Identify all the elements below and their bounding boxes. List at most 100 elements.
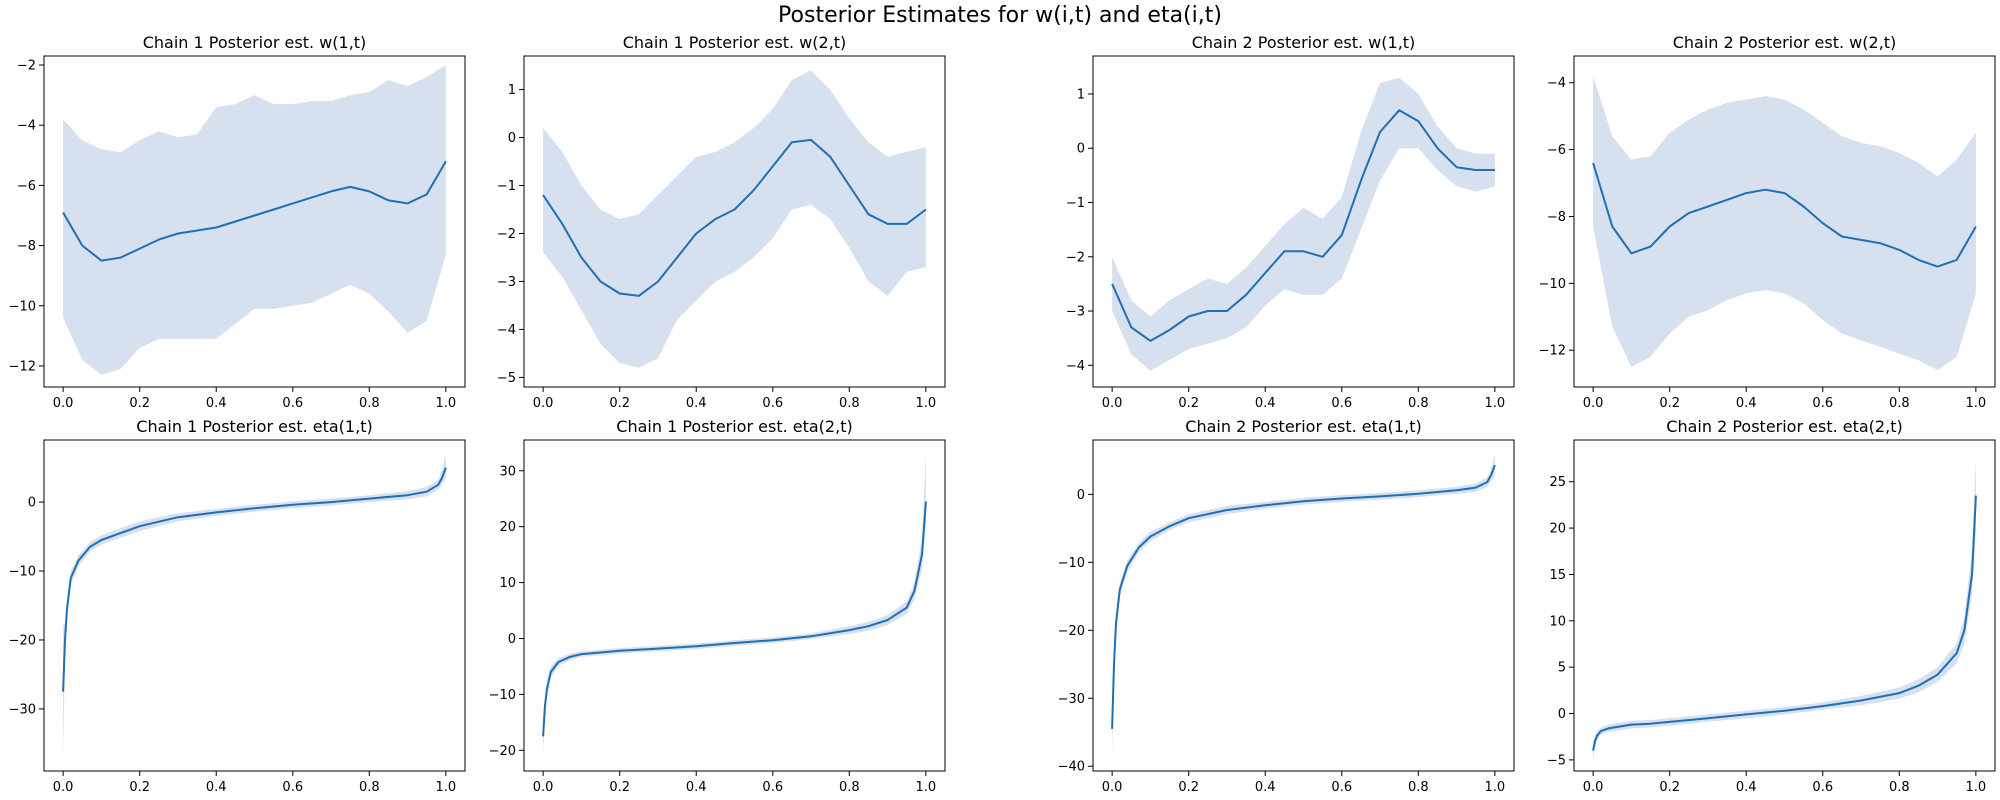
x-tick-label: 1.0	[916, 396, 937, 411]
x-tick-label: 0.4	[686, 396, 707, 411]
y-tick-label: −30	[1058, 692, 1085, 707]
x-tick-label: 0.6	[282, 396, 303, 411]
y-tick-label: −12	[9, 359, 36, 374]
subplot-title: Chain 2 Posterior est. eta(1,t)	[1185, 417, 1421, 436]
figure-title: Posterior Estimates for w(i,t) and eta(i…	[778, 3, 1222, 28]
credible-band	[1112, 77, 1495, 371]
x-tick-label: 0.8	[839, 780, 860, 795]
y-tick-label: −8	[1547, 210, 1566, 225]
x-tick-label: 0.0	[1583, 780, 1604, 795]
subplot-5: Chain 1 Posterior est. eta(1,t) 0.0 0.2 0.4…	[9, 417, 466, 795]
axes-frame	[523, 55, 946, 388]
y-tick-label: −2	[1066, 250, 1085, 265]
y-tick-label: 1	[1077, 87, 1085, 102]
posterior-mean-line	[1111, 464, 1496, 729]
subplot-4: Chain 2 Posterior est. w(2,t) 0.0 0.2 0.4 0.…	[1539, 33, 1996, 411]
axes-frame	[1573, 55, 1996, 388]
x-tick-label: 0.0	[53, 396, 74, 411]
y-tick-label: 20	[1549, 522, 1566, 537]
y-tick-label: 1	[508, 83, 516, 98]
subplot-7: Chain 2 Posterior est. eta(1,t) 0.0 0.2 0.4…	[1058, 417, 1515, 795]
axes-frame	[1092, 439, 1515, 772]
subplot-title: Chain 2 Posterior est. eta(2,t)	[1666, 417, 1902, 436]
y-tick-label: −1	[1066, 196, 1085, 211]
x-tick-label: 1.0	[1485, 780, 1506, 795]
x-tick-label: 0.2	[1178, 780, 1199, 795]
subplot-grid: Chain 1 Posterior est. w(1,t) 0.0 0.2 0.4 0.…	[9, 33, 1996, 795]
x-tick-label: 0.4	[1255, 780, 1276, 795]
y-tick-label: −5	[497, 371, 516, 386]
axes-frame	[523, 439, 946, 772]
y-tick-label: 10	[1549, 614, 1566, 629]
x-tick-label: 1.0	[436, 396, 457, 411]
x-tick-label: 0.0	[533, 780, 554, 795]
x-tick-label: 0.2	[609, 396, 630, 411]
x-tick-label: 0.4	[1736, 780, 1757, 795]
x-tick-label: 0.6	[762, 396, 783, 411]
y-tick-label: −10	[9, 299, 36, 314]
y-tick-label: −1	[497, 179, 516, 194]
subplot-title: Chain 2 Posterior est. w(2,t)	[1673, 33, 1897, 52]
subplot-8: Chain 2 Posterior est. eta(2,t) 0.0 0.2 0.4…	[1547, 417, 1996, 795]
y-tick-label: −10	[1058, 556, 1085, 571]
subplot-1: Chain 1 Posterior est. w(1,t) 0.0 0.2 0.4 0.…	[9, 33, 466, 411]
y-tick-label: 0	[1077, 488, 1085, 503]
x-tick-label: 0.4	[1255, 396, 1276, 411]
posterior-mean-line	[62, 467, 447, 692]
y-tick-label: −12	[1539, 344, 1566, 359]
x-tick-label: 0.4	[206, 780, 227, 795]
x-tick-label: 0.2	[129, 396, 150, 411]
x-tick-label: 0.4	[1736, 396, 1757, 411]
x-tick-label: 1.0	[436, 780, 457, 795]
y-tick-label: −6	[17, 179, 36, 194]
y-tick-label: −10	[1539, 277, 1566, 292]
y-tick-label: 20	[499, 520, 516, 535]
y-tick-label: 0	[28, 496, 36, 511]
y-tick-label: −5	[1547, 753, 1566, 768]
y-tick-label: −3	[1066, 305, 1085, 320]
y-tick-label: −40	[1058, 760, 1085, 775]
credible-band	[1593, 76, 1976, 371]
x-tick-label: 0.0	[53, 780, 74, 795]
y-tick-label: −30	[9, 702, 36, 717]
subplot-title: Chain 1 Posterior est. eta(2,t)	[616, 417, 852, 436]
axes-frame	[43, 439, 466, 772]
posterior-mean-line	[1592, 495, 1977, 751]
y-tick-label: −20	[9, 633, 36, 648]
posterior-mean-line	[1111, 109, 1495, 342]
y-tick-label: 5	[1558, 661, 1566, 676]
x-tick-label: 0.0	[1102, 780, 1123, 795]
axes-frame	[1092, 55, 1515, 388]
subplot-2: Chain 1 Posterior est. w(2,t) 0.0 0.2 0.4 0.…	[497, 33, 946, 411]
x-tick-label: 0.2	[1659, 780, 1680, 795]
y-tick-label: −20	[489, 744, 516, 759]
credible-band	[63, 65, 446, 375]
x-tick-label: 1.0	[916, 780, 937, 795]
y-tick-label: −4	[497, 323, 516, 338]
posterior-mean-line	[62, 160, 447, 262]
x-tick-label: 0.8	[1889, 780, 1910, 795]
y-tick-label: −4	[1547, 76, 1566, 91]
credible-band	[1112, 453, 1495, 756]
axes-frame	[1573, 439, 1996, 772]
y-tick-label: −4	[17, 119, 36, 134]
y-tick-label: −3	[497, 275, 516, 290]
subplot-title: Chain 1 Posterior est. w(2,t)	[623, 33, 847, 52]
y-tick-label: −2	[497, 227, 516, 242]
x-tick-label: 0.0	[1583, 396, 1604, 411]
x-tick-label: 0.8	[839, 396, 860, 411]
x-tick-label: 0.8	[359, 396, 380, 411]
posterior-mean-line	[542, 138, 927, 297]
credible-band	[543, 70, 926, 368]
y-tick-label: 0	[1077, 142, 1085, 157]
x-tick-label: 0.4	[206, 396, 227, 411]
x-tick-label: 0.6	[1331, 396, 1352, 411]
y-tick-label: 30	[499, 464, 516, 479]
x-tick-label: 0.8	[1408, 396, 1429, 411]
y-tick-label: −2	[17, 59, 36, 74]
axes-frame	[43, 55, 466, 388]
x-tick-label: 0.0	[533, 396, 554, 411]
x-tick-label: 0.6	[762, 780, 783, 795]
y-tick-label: −8	[17, 239, 36, 254]
y-tick-label: 0	[508, 632, 516, 647]
